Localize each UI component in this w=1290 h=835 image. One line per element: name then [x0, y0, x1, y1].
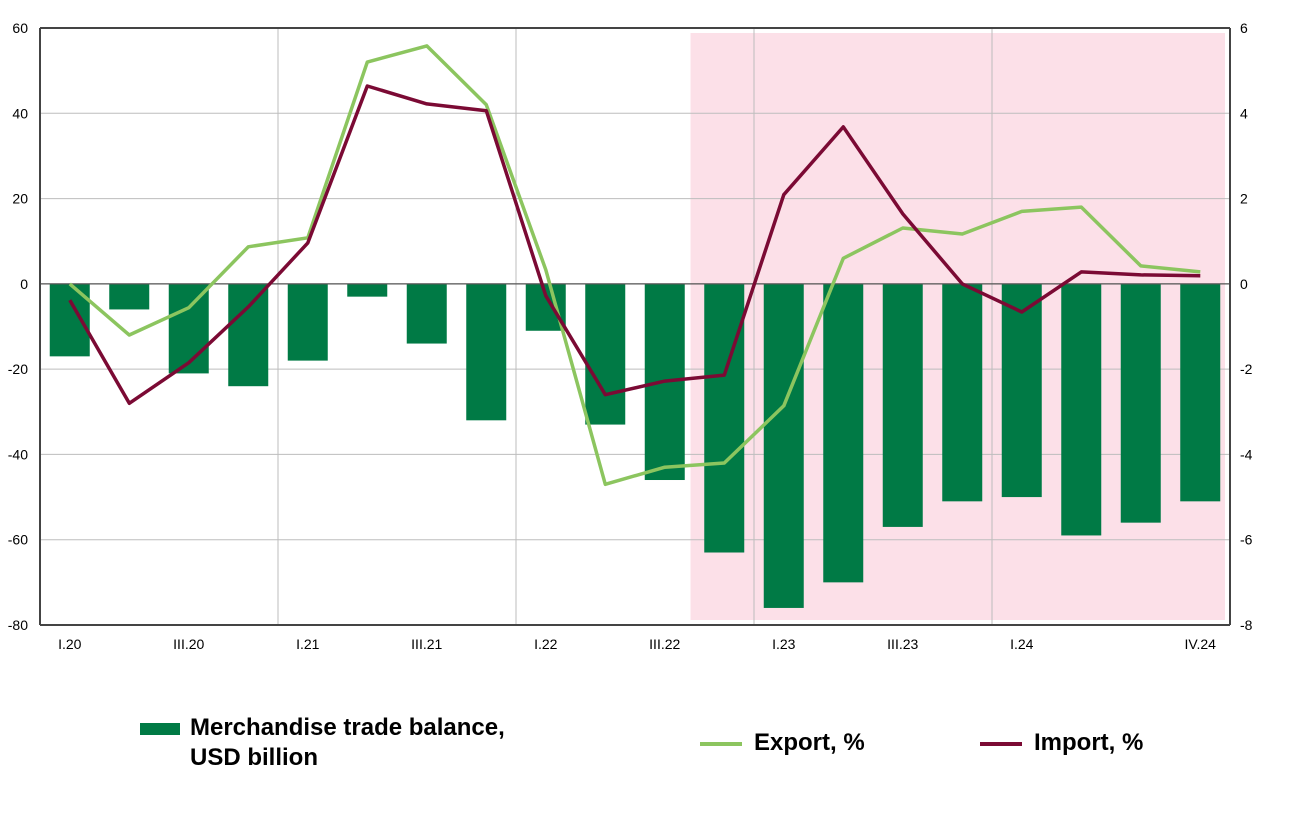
left-axis-tick-label: -60	[8, 532, 28, 548]
left-axis-tick-label: 0	[20, 276, 28, 292]
bar-trade-balance	[1180, 283, 1221, 502]
bar-trade-balance	[1001, 283, 1042, 498]
x-axis-tick-label: IV.24	[1185, 636, 1217, 652]
bar-trade-balance	[704, 283, 745, 553]
right-axis-tick-label: 6	[1240, 20, 1248, 36]
legend-label-import: Import, %	[1034, 729, 1144, 756]
x-axis-tick-label: III.23	[887, 636, 918, 652]
x-axis-tick-label: III.21	[411, 636, 442, 652]
bar-trade-balance	[1120, 283, 1161, 523]
legend-export: Export, %	[700, 728, 865, 758]
legend-export-swatch	[700, 742, 742, 746]
x-axis-tick-label: III.20	[173, 636, 204, 652]
line-import	[68, 84, 1201, 406]
left-axis-tick-label: 60	[12, 20, 28, 36]
legend-label-trade-balance-2: USD billion	[190, 744, 318, 771]
bar-trade-balance	[228, 283, 269, 387]
x-axis-tick-label: I.22	[534, 636, 558, 652]
bar-trade-balance	[466, 283, 507, 421]
left-axis-tick-label: -80	[8, 617, 28, 633]
right-axis-tick-label: 2	[1240, 191, 1248, 207]
x-axis-tick-label: I.23	[772, 636, 796, 652]
left-axis-tick-label: -20	[8, 361, 28, 377]
legend-trade-balance: Merchandise trade balance, USD billion	[140, 713, 505, 773]
x-axis-tick-label: I.21	[296, 636, 320, 652]
left-axis-tick-label: 20	[12, 191, 28, 207]
legend-import-swatch	[980, 742, 1022, 746]
bar-trade-balance	[1061, 283, 1102, 536]
legend-bar-swatch	[140, 723, 180, 735]
bar-trade-balance	[585, 283, 626, 425]
bar-trade-balance	[406, 283, 447, 344]
legend-label-export: Export, %	[754, 729, 865, 756]
line-export	[68, 44, 1201, 487]
bar-trade-balance	[287, 283, 328, 361]
x-axis-tick-label: III.22	[649, 636, 680, 652]
right-axis-tick-label: -8	[1240, 617, 1253, 633]
bar-trade-balance	[347, 283, 388, 297]
right-axis-tick-label: -6	[1240, 532, 1253, 548]
right-axis-tick-label: -2	[1240, 361, 1253, 377]
bar-trade-balance	[942, 283, 983, 502]
bar-trade-balance	[109, 283, 150, 310]
bar-trade-balance	[823, 283, 864, 583]
left-axis-tick-label: -40	[8, 446, 28, 462]
right-axis-tick-label: 0	[1240, 276, 1248, 292]
right-axis-tick-label: -4	[1240, 446, 1253, 462]
legend-import: Import, %	[980, 728, 1143, 758]
bar-trade-balance	[882, 283, 923, 527]
legend-label-trade-balance-1: Merchandise trade balance,	[190, 714, 505, 741]
left-axis-tick-label: 40	[12, 105, 28, 121]
x-axis-tick-label: I.20	[58, 636, 82, 652]
right-axis-tick-label: 4	[1240, 105, 1248, 121]
x-axis-tick-label: I.24	[1010, 636, 1034, 652]
bar-trade-balance	[168, 283, 209, 374]
bar-trade-balance	[763, 283, 804, 608]
